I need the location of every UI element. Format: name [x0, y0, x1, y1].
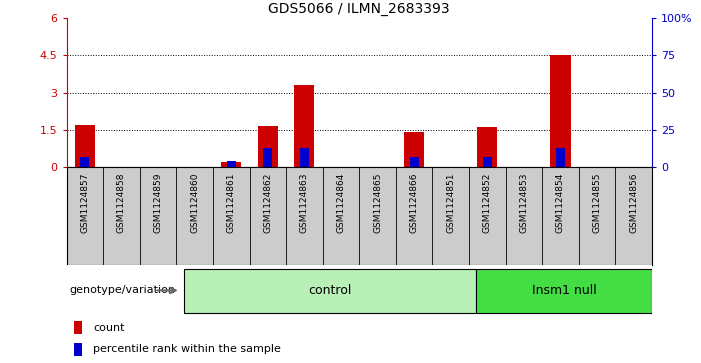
Bar — [184, 269, 476, 313]
Bar — [556, 148, 565, 167]
Bar — [226, 161, 236, 167]
Text: GSM1124861: GSM1124861 — [226, 173, 236, 233]
Text: GSM1124854: GSM1124854 — [556, 173, 565, 233]
Bar — [74, 343, 82, 356]
Text: GSM1124863: GSM1124863 — [300, 173, 309, 233]
Text: Insm1 null: Insm1 null — [532, 284, 597, 297]
Bar — [483, 156, 492, 167]
Bar — [300, 148, 309, 167]
Text: GSM1124866: GSM1124866 — [409, 173, 418, 233]
Bar — [74, 321, 82, 334]
Text: genotype/variation: genotype/variation — [69, 285, 175, 295]
Text: GSM1124858: GSM1124858 — [117, 173, 126, 233]
Text: GSM1124855: GSM1124855 — [592, 173, 601, 233]
Bar — [221, 162, 241, 167]
Text: count: count — [93, 323, 124, 333]
Text: GSM1124853: GSM1124853 — [519, 173, 529, 233]
Text: GSM1124864: GSM1124864 — [336, 173, 346, 233]
Text: GSM1124865: GSM1124865 — [373, 173, 382, 233]
Text: GSM1124859: GSM1124859 — [154, 173, 163, 233]
Text: GSM1124856: GSM1124856 — [629, 173, 638, 233]
Bar — [264, 148, 273, 167]
Text: GSM1124851: GSM1124851 — [447, 173, 455, 233]
Bar — [409, 156, 418, 167]
Bar — [75, 125, 95, 167]
Text: GSM1124857: GSM1124857 — [81, 173, 90, 233]
Bar — [550, 55, 571, 167]
Text: control: control — [308, 284, 352, 297]
Bar — [81, 156, 90, 167]
Text: GSM1124852: GSM1124852 — [483, 173, 492, 233]
Bar — [476, 269, 652, 313]
Text: GSM1124860: GSM1124860 — [190, 173, 199, 233]
Text: GSM1124862: GSM1124862 — [264, 173, 272, 233]
Bar — [258, 126, 278, 167]
Text: percentile rank within the sample: percentile rank within the sample — [93, 344, 281, 354]
Bar — [404, 132, 424, 167]
Title: GDS5066 / ILMN_2683393: GDS5066 / ILMN_2683393 — [268, 2, 450, 16]
Bar — [477, 127, 498, 167]
Bar — [294, 85, 315, 167]
